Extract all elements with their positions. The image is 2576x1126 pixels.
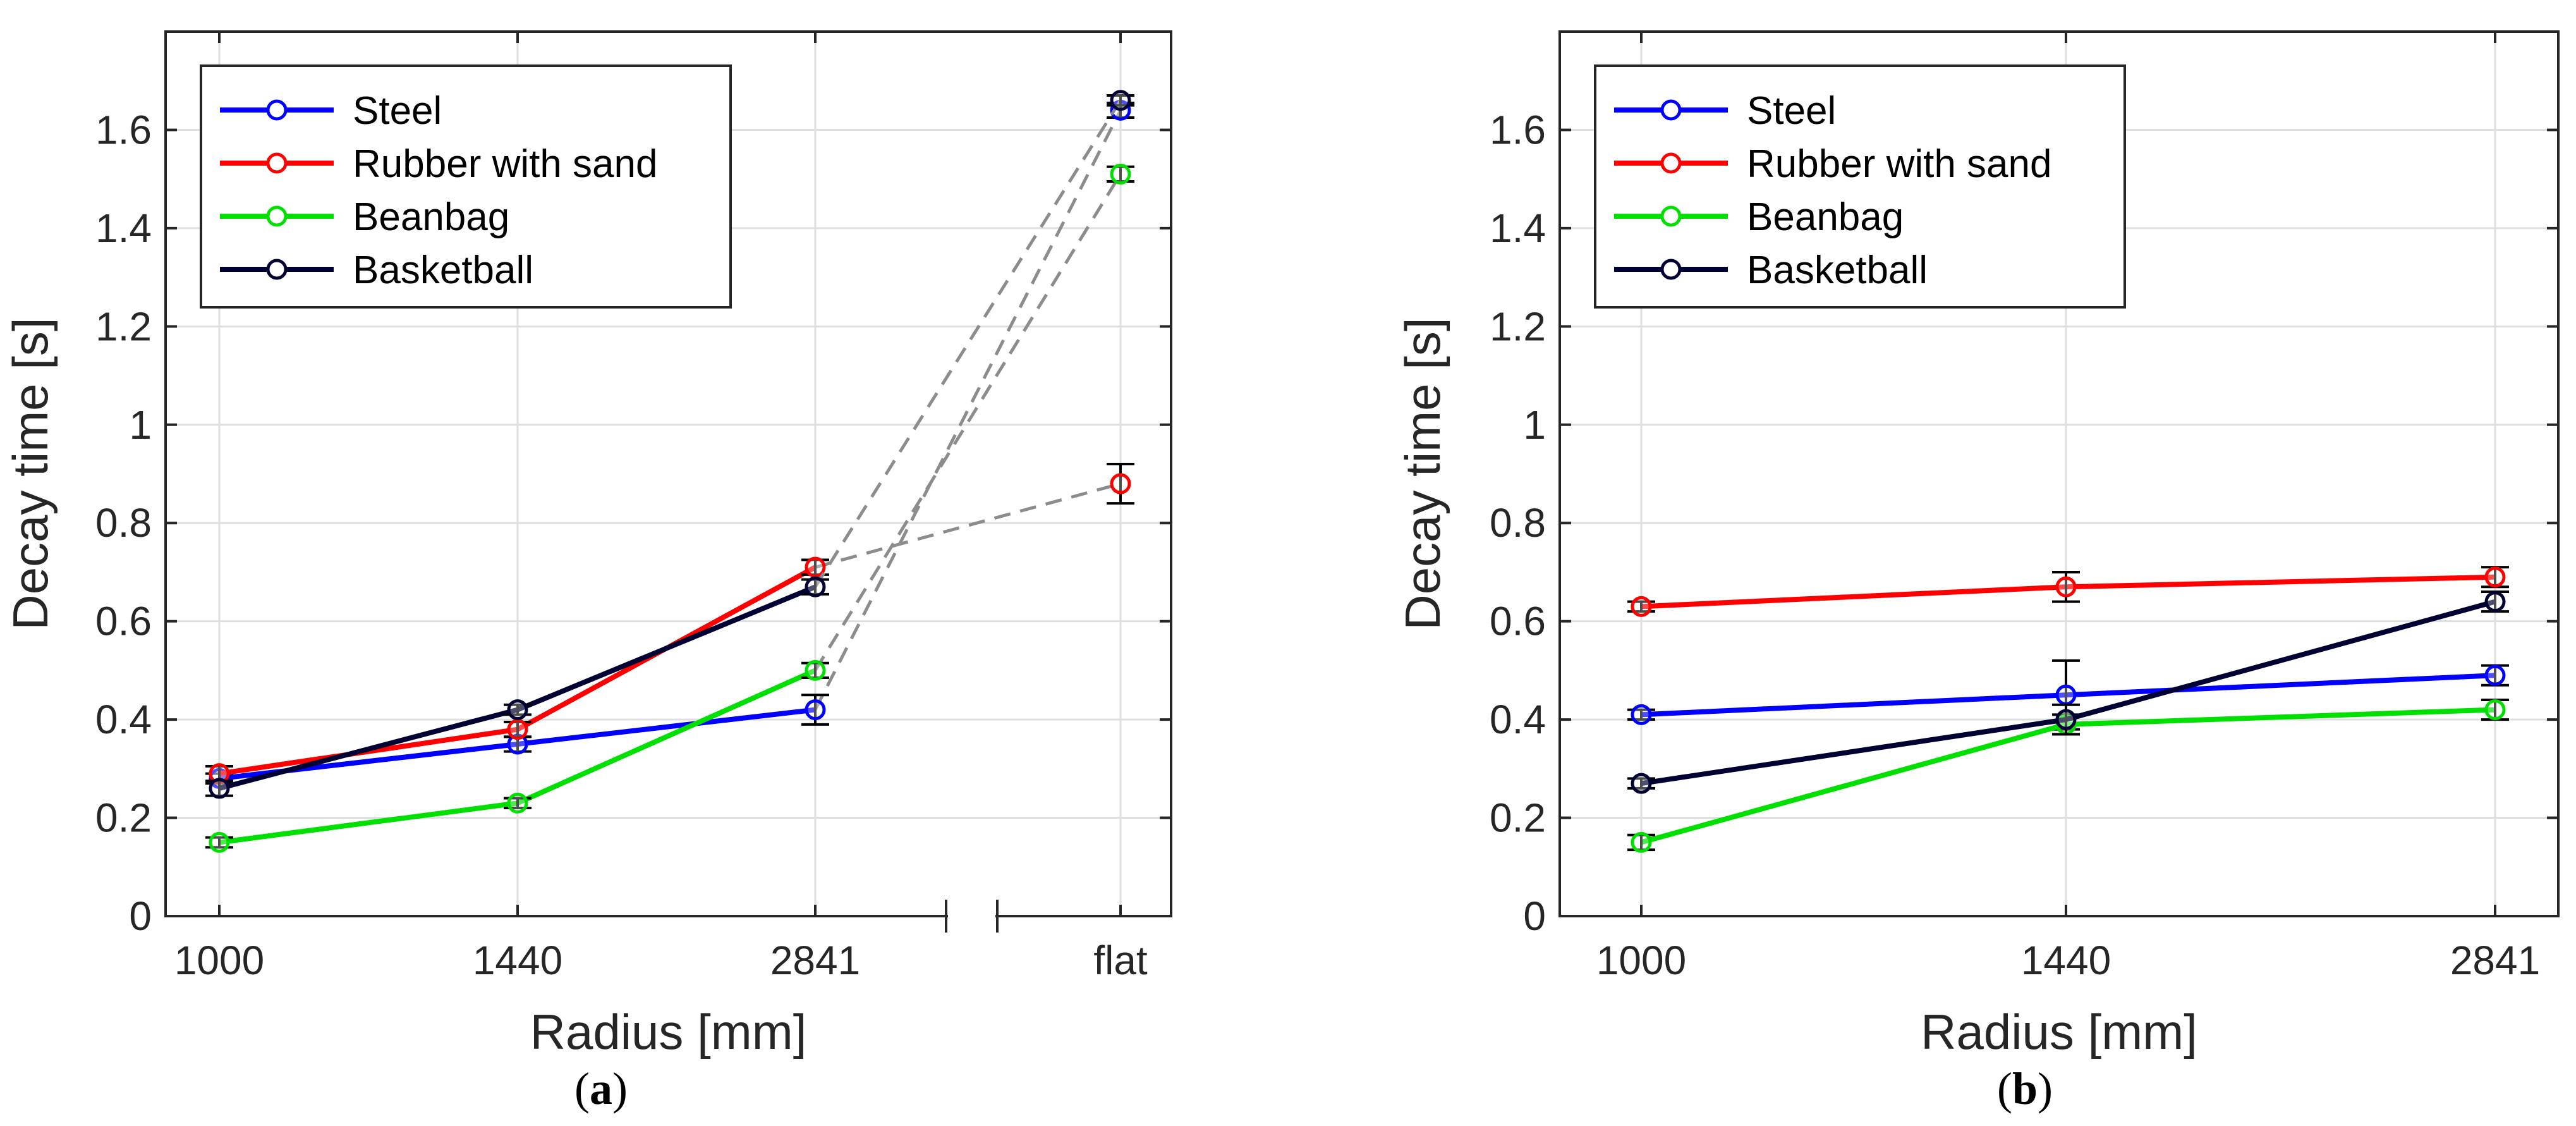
- panel-a-y-axis-label: Decay time [s]: [3, 317, 58, 630]
- panel-b-series-basketball-errorbar-1000: [1627, 777, 1655, 790]
- panel-b-ytick-label-8: 1.6: [1490, 107, 1546, 152]
- panel-a-legend-entry-steel-marker: [266, 99, 288, 121]
- panel-a-x-axis-label: Radius [mm]: [530, 1004, 807, 1060]
- panel-b-series-rubber-with-sand-point-2841: [2484, 566, 2506, 588]
- panel-a-ytick-label-3: 0.6: [95, 599, 152, 644]
- panel-b-y-axis-label: Decay time [s]: [1395, 317, 1450, 630]
- panel-b-ytick-label-7: 1.4: [1490, 205, 1546, 251]
- panel-a-axis-break-gap: [948, 912, 995, 920]
- panel-a-series-basketball-errorbar-1440: [504, 703, 532, 716]
- panel-a-series-steel-flat-connector: [813, 109, 1122, 711]
- panel-b-legend-entry-rubber-with-sand-marker: [1660, 152, 1682, 174]
- panel-a-legend-entry-basketball-marker: [266, 259, 288, 280]
- panel-b-legend-entry-beanbag-label: Beanbag: [1747, 195, 1904, 239]
- panel-b-series-basketball-point-1440: [2055, 709, 2077, 730]
- panel-a-series-beanbag-point-flat: [1110, 163, 1131, 185]
- panel-a-series-rubber-with-sand-point-flat: [1110, 473, 1131, 494]
- panel-a-series-beanbag-point-1440: [507, 792, 528, 814]
- panel-b-ytick-label-3: 0.6: [1490, 599, 1546, 644]
- chart-panel-a: 0 0.2 0.4 0.6 0.8 1 1.2 1.4 1.6 1000 1440 2841 flat R…: [3, 30, 1172, 1114]
- panel-b-legend-entry-steel-label: Steel: [1747, 89, 1836, 133]
- panel-b-ytick-label-2: 0.4: [1490, 697, 1546, 742]
- panel-b-legend-entry-steel-marker: [1660, 99, 1682, 121]
- panel-a-legend-entry-steel-label: Steel: [353, 89, 442, 133]
- panel-a-legend-entry-rubber-with-sand-marker: [266, 152, 288, 174]
- panel-b-legend-entry-basketball-marker: [1660, 259, 1682, 280]
- panel-b-caption-letter: b: [2012, 1063, 2038, 1114]
- panel-a-xtick-label-flat: flat: [1093, 938, 1148, 983]
- panel-b-series-basketball: [1627, 591, 2509, 794]
- panel-b-caption: (b): [1997, 1063, 2053, 1114]
- panel-a-xtick-label-1000: 1000: [174, 938, 264, 983]
- panel-b-ytick-label-5: 1: [1523, 402, 1546, 448]
- panel-a-series-beanbag-point-1000: [209, 831, 230, 853]
- panel-b-xtick-label-1000: 1000: [1596, 938, 1686, 983]
- panel-b-legend: Steel Rubber with sand Beanbag Basketball: [1594, 64, 2126, 309]
- panel-a-ytick-label-8: 1.6: [95, 107, 152, 152]
- panel-a-series-basketball-errorbar-flat: [1107, 94, 1134, 107]
- panel-a-series-beanbag-errorbar-1440: [504, 797, 532, 810]
- panel-b-xtick-label-1440: 1440: [2021, 938, 2111, 983]
- panel-a-caption: (a): [574, 1063, 628, 1114]
- panel-a-series-beanbag: [205, 163, 1134, 853]
- panel-a-legend-entry-beanbag-label: Beanbag: [353, 195, 509, 239]
- panel-b-ytick-label-1: 0.2: [1490, 795, 1546, 841]
- panel-b-ytick-label-0: 0: [1523, 893, 1546, 939]
- panel-a-ytick-label-4: 0.8: [95, 500, 152, 546]
- panel-a-series-basketball-point-1000: [209, 778, 230, 799]
- panel-b-series-beanbag-point-2841: [2484, 699, 2506, 721]
- panel-a-ytick-label-6: 1.2: [95, 303, 152, 349]
- panel-a-series-rubber-with-sand-point-2841: [805, 556, 826, 578]
- panel-b-legend-entry-rubber-with-sand-label: Rubber with sand: [1747, 142, 2052, 186]
- panel-a-series-basketball: [205, 90, 1134, 799]
- panel-b-ytick-label-4: 0.8: [1490, 500, 1546, 546]
- panel-b-series-rubber-with-sand-point-1440: [2055, 576, 2077, 597]
- panel-a-legend-entry-beanbag-marker: [266, 205, 288, 227]
- panel-a-ytick-label-7: 1.4: [95, 205, 152, 251]
- panel-b-x-axis-label: Radius [mm]: [1921, 1004, 2197, 1060]
- panel-a-xtick-label-2841: 2841: [770, 938, 860, 983]
- panel-a-series-basketball-point-flat: [1110, 90, 1131, 111]
- panel-a-ytick-label-5: 1: [129, 402, 152, 448]
- panel-b-series-rubber-with-sand-errorbar-1000: [1627, 600, 1655, 613]
- chart-panel-b: 0 0.2 0.4 0.6 0.8 1 1.2 1.4 1.6 1000 1440 2841 Radiu…: [1395, 30, 2560, 1114]
- panel-b-series-beanbag-point-1000: [1631, 831, 1652, 853]
- panel-b-series-rubber-with-sand-point-1000: [1631, 596, 1652, 617]
- panel-a-ytick-label-2: 0.4: [95, 697, 152, 742]
- panel-a-ytick-label-1: 0.2: [95, 795, 152, 841]
- panel-a-legend-entry-basketball-label: Basketball: [353, 248, 533, 292]
- panel-a-xtick-label-1440: 1440: [473, 938, 562, 983]
- panel-a-series-beanbag-point-2841: [805, 659, 826, 681]
- panel-b-axes-box: [1558, 30, 2560, 917]
- panel-b-series-steel-point-1000: [1631, 704, 1652, 725]
- panel-a-series-steel-point-2841: [805, 699, 826, 721]
- panel-a-series-rubber-with-sand-errorbar-flat: [1107, 462, 1134, 505]
- panel-a-caption-letter: a: [590, 1063, 612, 1114]
- panel-b-series-basketball-point-1000: [1631, 773, 1652, 794]
- panel-b-series-steel-errorbar-1000: [1627, 708, 1655, 721]
- panel-a-series-basketball-flat-connector: [813, 99, 1122, 588]
- panel-b-xtick-label-2841: 2841: [2450, 938, 2540, 983]
- panel-a-axes-box: [164, 30, 1172, 917]
- panel-a-series-basketball-point-1440: [507, 699, 528, 721]
- panel-b-series-basketball-point-2841: [2484, 591, 2506, 613]
- panel-a-series-beanbag-errorbar-1000: [205, 836, 233, 849]
- panel-a-series-rubber-with-sand: [205, 462, 1134, 785]
- panel-a-series-beanbag-flat-connector: [813, 173, 1122, 671]
- panel-a-legend-entry-rubber-with-sand-label: Rubber with sand: [353, 142, 658, 186]
- panel-a-ytick-label-0: 0: [129, 893, 152, 939]
- panel-b-series-steel-point-1440: [2055, 684, 2077, 706]
- panel-a-series-rubber-with-sand-point-1440: [507, 719, 528, 740]
- panel-b-series-rubber-with-sand: [1627, 566, 2509, 617]
- panel-b-legend-entry-beanbag-marker: [1660, 205, 1682, 227]
- panel-b-ytick-label-6: 1.2: [1490, 303, 1546, 349]
- panel-b-series-steel-point-2841: [2484, 664, 2506, 686]
- panel-a-legend: Steel Rubber with sand Beanbag Basketball: [200, 64, 732, 309]
- panel-a-series-basketball-point-2841: [805, 576, 826, 597]
- panel-b-legend-entry-basketball-label: Basketball: [1747, 248, 1928, 292]
